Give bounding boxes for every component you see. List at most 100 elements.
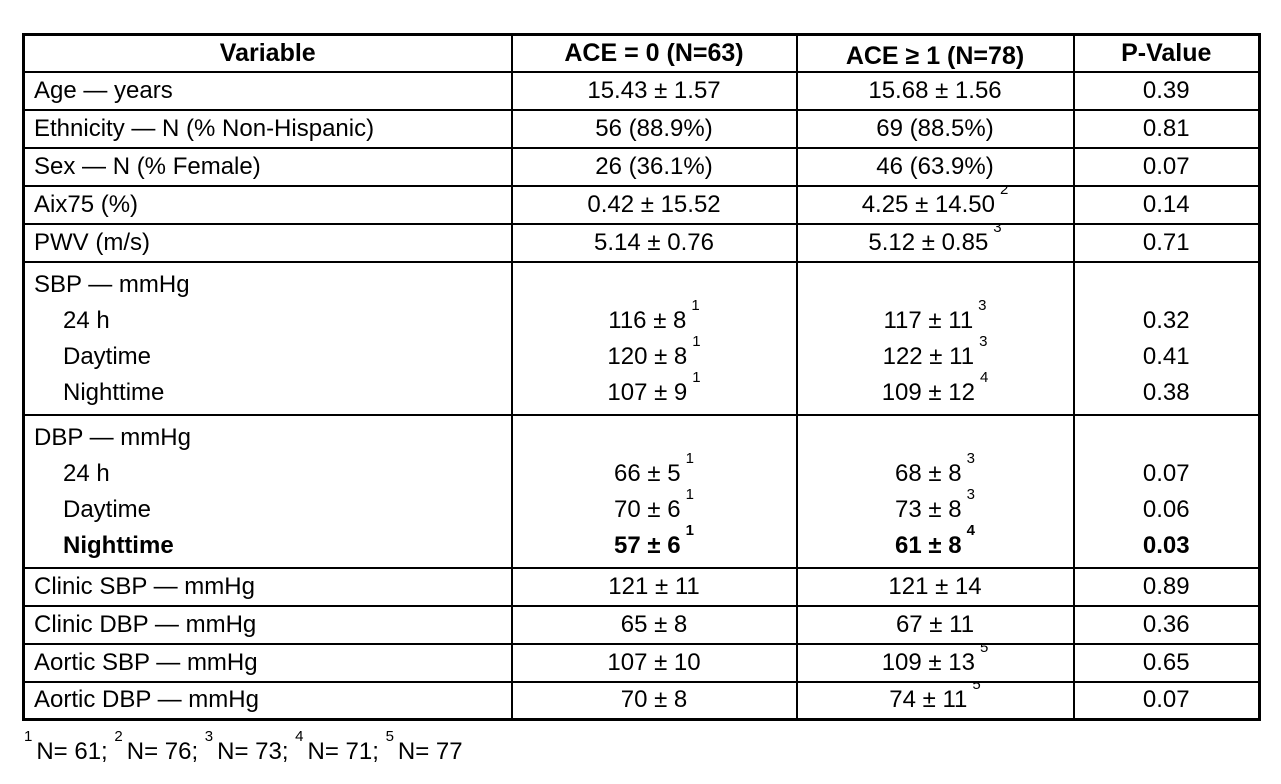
p-value-group-cell: 0.07 0.06 0.03: [1072, 413, 1261, 569]
variable-label-cell: Sex — N (% Female): [22, 146, 513, 187]
table-row: Clinic SBP — mmHg 121 ± 11 121 ± 14 0.89: [22, 566, 1261, 607]
table-row: Aortic DBP — mmHg 70 ± 8 74 ± 115 0.07: [22, 680, 1261, 721]
footnote-sample-sizes: 1N= 61; 2N= 76; 3N= 73; 4N= 71; 5N= 77: [24, 728, 463, 765]
group-label: DBP — mmHg: [34, 423, 191, 451]
p-value-cell: 0.07: [1072, 680, 1261, 721]
value-cell: 15.43 ± 1.57: [510, 70, 798, 111]
sub-row-label: 24 h: [63, 459, 110, 487]
footnote-marker: 3: [204, 728, 214, 745]
cell-value: 0.42 ± 15.52: [587, 190, 721, 218]
cell-value: 109 ± 124: [881, 368, 989, 406]
table-row: SBP — mmHg 24 h Daytime Nighttime 116 ± 81 1…: [22, 260, 1261, 416]
table-row: Aix75 (%) 0.42 ± 15.52 4.25 ± 14.502 0.14: [22, 184, 1261, 225]
sub-row-value: 0.06: [1076, 492, 1258, 528]
table-row: DBP — mmHg 24 h Daytime Nighttime 66 ± 51 70…: [22, 413, 1261, 569]
cell-value: 0.14: [1142, 190, 1190, 218]
cell-value: 0.71: [1142, 228, 1190, 256]
group-label: SBP — mmHg: [34, 270, 190, 298]
value-cell: 69 (88.5%): [795, 108, 1075, 149]
footnote-marker: 5: [979, 643, 989, 656]
footnote-marker: 3: [979, 332, 988, 350]
footnote-marker: 1: [685, 521, 694, 539]
cell-value: 0.03: [1142, 531, 1190, 559]
blank-line: [799, 267, 1072, 303]
p-value-cell: 0.07: [1072, 146, 1261, 187]
header-cell-ace1-text: ACE ≥ 1 (N=78): [845, 41, 1025, 70]
header-cell-ace1: ACE ≥ 1 (N=78): [795, 33, 1075, 73]
table-row: Clinic DBP — mmHg 65 ± 8 67 ± 11 0.36: [22, 604, 1261, 645]
value-cell: 46 (63.9%): [795, 146, 1075, 187]
variable-label-cell: PWV (m/s): [22, 222, 513, 263]
p-value-group-cell: 0.32 0.41 0.38: [1072, 260, 1261, 416]
sub-row-value: 73 ± 83: [799, 485, 1072, 528]
cell-value: 67 ± 11: [895, 610, 975, 638]
p-value-cell: 0.65: [1072, 642, 1261, 683]
footnote-marker: 1: [692, 332, 701, 350]
blank-line: [1076, 267, 1258, 303]
cell-value: 65 ± 8: [620, 610, 688, 638]
footnote-marker: 4: [966, 521, 975, 539]
cell-value: 56 (88.9%): [595, 114, 713, 142]
sub-row-label: 24 h: [63, 306, 110, 334]
variable-label-cell: Ethnicity — N (% Non-Hispanic): [22, 108, 513, 149]
cell-value: 57 ± 61: [614, 521, 694, 559]
variable-label-cell: Clinic SBP — mmHg: [22, 566, 513, 607]
sub-row-value: 107 ± 91: [514, 370, 795, 411]
cell-value: 66 ± 51: [614, 449, 694, 487]
footnote-marker: 1: [685, 485, 694, 503]
sub-row-value: 0.32: [1076, 303, 1258, 339]
value-cell: 15.68 ± 1.56: [795, 70, 1075, 111]
cell-value: 0.81: [1142, 114, 1190, 142]
value-cell: 121 ± 14: [795, 566, 1075, 607]
variable-label-cell: Aortic SBP — mmHg: [22, 642, 513, 683]
value-cell: 5.12 ± 0.853: [795, 222, 1075, 263]
table-header-row: Variable ACE = 0 (N=63) ACE ≥ 1 (N=78) P…: [22, 33, 1261, 73]
footnote-marker: 5: [385, 728, 394, 745]
cell-value: 0.07: [1142, 152, 1190, 180]
sub-row-value: 61 ± 84: [799, 521, 1072, 564]
table-row: Age — years 15.43 ± 1.57 15.68 ± 1.56 0.39: [22, 70, 1261, 111]
sub-row-value: 66 ± 51: [514, 449, 795, 492]
demographics-comparison-table: Variable ACE = 0 (N=63) ACE ≥ 1 (N=78) P…: [22, 33, 1261, 721]
value-cell: 67 ± 11: [795, 604, 1075, 645]
value-cell: 26 (36.1%): [510, 146, 798, 187]
blank-line: [799, 420, 1072, 456]
header-cell-pvalue: P-Value: [1072, 33, 1261, 73]
footnote-marker: 1: [685, 449, 694, 467]
footnote-marker: 4: [295, 728, 304, 745]
cell-value: 5.14 ± 0.76: [594, 228, 714, 256]
cell-value: 0.38: [1142, 378, 1190, 406]
sub-row-value: 0.38: [1076, 375, 1258, 411]
footnote-marker: 4: [979, 368, 989, 386]
cell-value: 0.07: [1142, 686, 1190, 714]
cell-value: 121 ± 11: [608, 572, 700, 600]
table-row: Sex — N (% Female) 26 (36.1%) 46 (63.9%) 0.…: [22, 146, 1261, 187]
value-cell: 74 ± 115: [795, 680, 1075, 721]
sub-row-value: 120 ± 81: [514, 332, 795, 375]
footnote-marker: 3: [966, 485, 975, 503]
table-row: Ethnicity — N (% Non-Hispanic) 56 (88.9%)…: [22, 108, 1261, 149]
cell-value: 121 ± 14: [888, 572, 982, 600]
variable-group-cell: SBP — mmHg 24 h Daytime Nighttime: [22, 260, 513, 416]
cell-value: 120 ± 81: [607, 332, 701, 370]
footnote-marker: 3: [978, 296, 987, 314]
cell-value: 46 (63.9%): [876, 152, 994, 180]
sub-row-value: 109 ± 124: [799, 368, 1072, 411]
cell-value: 61 ± 84: [895, 521, 975, 559]
sub-row-value: 0.07: [1076, 456, 1258, 492]
sub-row-value: 68 ± 83: [799, 451, 1072, 492]
footnote-marker: 1: [692, 368, 701, 386]
sub-row-value: 0.41: [1076, 339, 1258, 375]
footnote-marker: 3: [993, 223, 1002, 236]
value-cell: 70 ± 8: [510, 680, 798, 721]
value-group-cell: 117 ± 113 122 ± 113 109 ± 124: [795, 260, 1075, 416]
p-value-cell: 0.14: [1072, 184, 1261, 225]
cell-value: 109 ± 135: [882, 646, 989, 676]
sub-row-label: Nighttime: [63, 378, 165, 406]
cell-value: 74 ± 115: [889, 684, 980, 714]
cell-value: 70 ± 61: [614, 485, 694, 523]
value-group-cell: 116 ± 81 120 ± 81 107 ± 91: [510, 260, 798, 416]
cell-value: 73 ± 83: [895, 485, 975, 523]
value-cell: 5.14 ± 0.76: [510, 222, 798, 263]
